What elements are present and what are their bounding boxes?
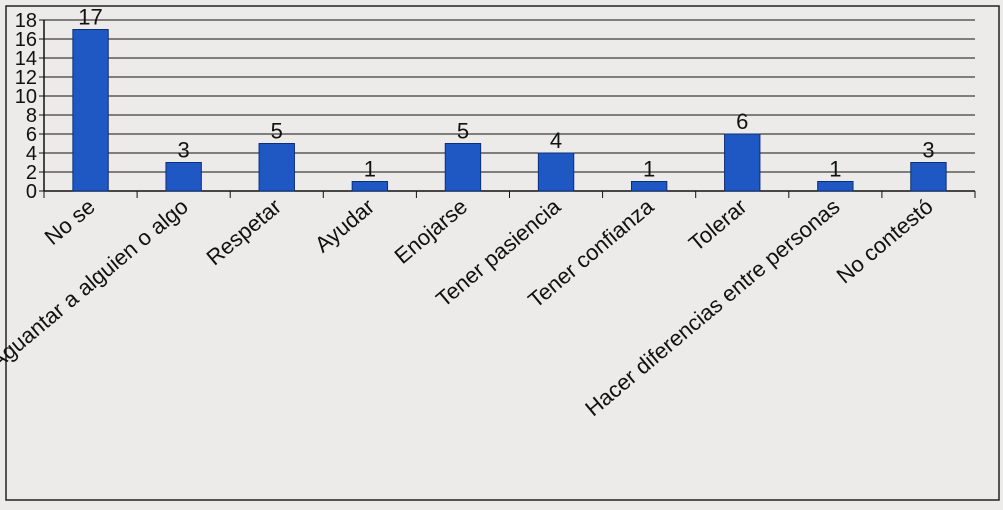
category-label: Aguantar a alguien o algo bbox=[0, 194, 193, 374]
y-tick-label: 16 bbox=[15, 29, 37, 51]
y-tick-label: 0 bbox=[26, 181, 37, 203]
category-label: Tolerar bbox=[684, 194, 752, 256]
category-label: Respetar bbox=[202, 194, 286, 271]
data-label: 3 bbox=[922, 138, 934, 163]
y-tick-label: 6 bbox=[26, 124, 37, 146]
bar bbox=[444, 143, 482, 192]
bar bbox=[910, 162, 947, 192]
y-tick-label: 10 bbox=[15, 86, 37, 108]
bar bbox=[165, 162, 202, 192]
y-tick-label: 12 bbox=[15, 67, 37, 89]
data-label: 3 bbox=[178, 138, 190, 163]
category-label: Enojarse bbox=[390, 194, 473, 269]
bar bbox=[72, 29, 109, 192]
bar bbox=[724, 133, 761, 192]
data-label: 6 bbox=[736, 109, 748, 134]
chart-frame bbox=[5, 5, 1000, 501]
data-label: 5 bbox=[271, 119, 283, 144]
category-label: Ayudar bbox=[310, 194, 379, 258]
y-tick-label: 14 bbox=[15, 48, 37, 70]
y-tick-label: 8 bbox=[26, 105, 37, 127]
bar bbox=[537, 152, 575, 192]
data-label: 5 bbox=[457, 119, 469, 144]
category-label: No contestó bbox=[832, 194, 938, 289]
bar bbox=[817, 181, 854, 192]
data-label: 1 bbox=[643, 157, 655, 182]
data-label: 1 bbox=[829, 157, 841, 182]
data-label: 17 bbox=[78, 5, 102, 30]
y-tick-label: 4 bbox=[26, 143, 37, 165]
bar bbox=[351, 181, 389, 192]
y-tick-label: 2 bbox=[26, 162, 37, 184]
y-tick-label: 18 bbox=[15, 10, 37, 32]
bar bbox=[630, 181, 668, 192]
bar bbox=[258, 143, 295, 192]
data-label: 1 bbox=[364, 157, 376, 182]
category-label: No se bbox=[40, 194, 100, 250]
data-label: 4 bbox=[550, 128, 562, 153]
